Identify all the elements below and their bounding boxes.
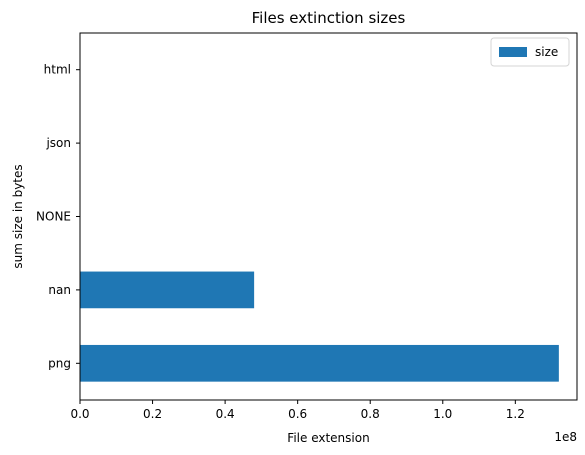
bar-png — [80, 344, 559, 382]
x-axis-label: File extension — [287, 431, 369, 445]
x-tick-label: 0.6 — [288, 407, 307, 421]
x-tick-label: 0.2 — [143, 407, 162, 421]
legend-box — [490, 37, 570, 67]
legend: size — [490, 37, 570, 67]
y-tick-label: html — [44, 63, 71, 77]
x-axis: 0.0 0.2 0.4 0.6 0.8 1.0 1.2 — [70, 400, 525, 421]
y-tick-label: NONE — [36, 210, 71, 224]
x-tick-label: 1.2 — [506, 407, 525, 421]
legend-entry-label: size — [535, 45, 558, 59]
y-axis: png nan NONE json html — [36, 63, 80, 370]
x-tick-label: 0.8 — [361, 407, 380, 421]
bar-nan — [80, 271, 255, 309]
x-tick-label: 0.0 — [70, 407, 89, 421]
y-tick-label: json — [45, 136, 71, 150]
chart-title: Files extinction sizes — [252, 9, 406, 27]
x-tick-label: 0.4 — [216, 407, 235, 421]
bars-layer — [80, 271, 559, 382]
x-tick-label: 1.0 — [433, 407, 452, 421]
x-axis-scale-note: 1e8 — [554, 430, 577, 444]
y-tick-label: png — [48, 356, 71, 370]
y-axis-label: sum size in bytes — [11, 164, 25, 268]
legend-swatch — [499, 47, 527, 57]
y-tick-label: nan — [48, 283, 71, 297]
